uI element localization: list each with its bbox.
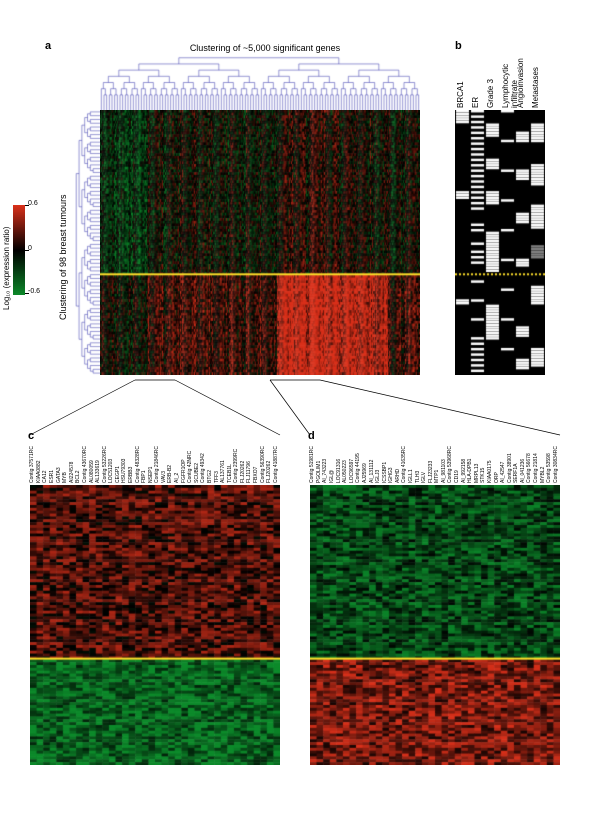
- gene-label: IGLV: [421, 437, 427, 483]
- panel-d-heatmap: [310, 485, 560, 765]
- gene-label: KIAA0882: [36, 437, 42, 483]
- gene-label: LOC51203: [108, 437, 114, 483]
- gene-label: Contig 44195: [355, 437, 361, 483]
- gene-label: BTG2: [207, 437, 213, 483]
- colorbar-tick-min: -0.6: [28, 288, 40, 295]
- gene-label: GATA3: [56, 437, 62, 483]
- gene-label: FLJ23233: [428, 437, 434, 483]
- gene-label: IGLJ3: [375, 437, 381, 483]
- gene-label: Contig 51981RC: [309, 437, 315, 483]
- gene-label: IGL@: [329, 437, 335, 483]
- gene-label: FGFR1OP: [181, 437, 187, 483]
- clinical-col-grade-3: Grade 3: [486, 50, 495, 108]
- gene-label: FBP1: [141, 437, 147, 483]
- panel-c-heatmap: [30, 485, 280, 765]
- gene-label: Contig 2399RC: [233, 437, 239, 483]
- gene-label: CD19: [454, 437, 460, 483]
- gene-label: TLH3: [415, 437, 421, 483]
- gene-label: ORP: [494, 437, 500, 483]
- gene-label: HSU79303: [121, 437, 127, 483]
- gene-label: Contig 41887RC: [273, 437, 279, 483]
- gene-label: CEGP1: [115, 437, 121, 483]
- gene-label: AL050223: [342, 437, 348, 483]
- gene-label: LOC91316: [336, 437, 342, 483]
- gene-label: AL080059: [89, 437, 95, 483]
- gene-label: LOC96597: [349, 437, 355, 483]
- gene-label: SCUBE2: [194, 437, 200, 483]
- clinical-col-angioinvasion: Angioinvasion: [516, 50, 525, 108]
- gene-label: HLA-DPB1: [467, 437, 473, 483]
- gene-label: AI224578: [69, 437, 75, 483]
- gene-label: PGOLIM1: [316, 437, 322, 483]
- clinical-col-metastases: Metastases: [531, 50, 540, 108]
- gene-label: AI_041236: [520, 437, 526, 483]
- gene-label: FLJ20262: [266, 437, 272, 483]
- gene-label: MYB: [62, 437, 68, 483]
- gene-label: AI_981103: [441, 437, 447, 483]
- gene-label: IGLL1: [408, 437, 414, 483]
- panel-a-heatmap: [100, 110, 420, 375]
- colorbar-label: Log₁₀ (expression ratio): [2, 190, 11, 310]
- gene-label: Contig 53968RC: [447, 437, 453, 483]
- gene-label: Contig 42NRC: [187, 437, 193, 483]
- gene-label: ESR1: [49, 437, 55, 483]
- panel-a-label: a: [45, 40, 51, 52]
- gene-label: MTP1: [434, 437, 440, 483]
- colorbar-gradient: [13, 205, 25, 295]
- gene-label: BCL2: [75, 437, 81, 483]
- gene-label: Contig 56390RC: [260, 437, 266, 483]
- gene-label: ERBB3: [128, 437, 134, 483]
- gene-label: Contig 53598: [546, 437, 552, 483]
- gene-label: SERF1A: [513, 437, 519, 483]
- gene-label: AL133619: [95, 437, 101, 483]
- gene-label: Contig 41635RC: [401, 437, 407, 483]
- gene-label: AI_42547: [500, 437, 506, 483]
- gene-label: FLJ20262: [240, 437, 246, 483]
- gene-label: ERB-B2: [167, 437, 173, 483]
- gene-label: IGHG3: [388, 437, 394, 483]
- gene-label: AI_992158: [461, 437, 467, 483]
- gene-label: FLJ11796: [246, 437, 252, 483]
- gene-label: FBXO7: [253, 437, 259, 483]
- left-title: Clustering of 98 breast tumours: [58, 170, 68, 320]
- gene-label: AI_2: [174, 437, 180, 483]
- gene-label: Contig 49342: [200, 437, 206, 483]
- gene-label: Contig 48328RC: [135, 437, 141, 483]
- gene-label: TFF3: [214, 437, 220, 483]
- gene-label: ARHD: [395, 437, 401, 483]
- gene-label: CA12: [42, 437, 48, 483]
- gene-label: TCEB1L: [227, 437, 233, 483]
- gene-label: Contig 21846RC: [154, 437, 160, 483]
- top-title: Clustering of ~5,000 significant genes: [130, 43, 400, 53]
- gene-label: KIAA0175: [487, 437, 493, 483]
- gene-label: AI_131112: [369, 437, 375, 483]
- gene-label: STK15: [480, 437, 486, 483]
- gene-label: AI_743223: [322, 437, 328, 483]
- gene-label: MRPL13: [474, 437, 480, 483]
- panel-a-dendro-top: [100, 55, 420, 110]
- panel-a-dendro-left: [75, 110, 100, 375]
- gene-label: Contig 53226RC: [102, 437, 108, 483]
- colorbar-tick-max: 0.6: [28, 200, 38, 207]
- gene-label: Contig 37571RC: [29, 437, 35, 483]
- gene-label: Contig 56678: [526, 437, 532, 483]
- clinical-col-er: ER: [471, 50, 480, 108]
- gene-label: AL137761: [220, 437, 226, 483]
- gene-label: VAV3: [161, 437, 167, 483]
- clinical-col-brca1: BRCA1: [456, 50, 465, 108]
- gene-label: Contig 38901: [507, 437, 513, 483]
- gene-label: NSEP1: [148, 437, 154, 483]
- gene-label: AJ25969: [362, 437, 368, 483]
- gene-label: MYBL2: [540, 437, 546, 483]
- gene-label: Contig 30834RC: [553, 437, 559, 483]
- gene-label: Contig 43670RC: [82, 437, 88, 483]
- panel-b-clinical: [455, 110, 545, 375]
- gene-label: Contig 21814: [533, 437, 539, 483]
- gene-label: ICSSBP1: [382, 437, 388, 483]
